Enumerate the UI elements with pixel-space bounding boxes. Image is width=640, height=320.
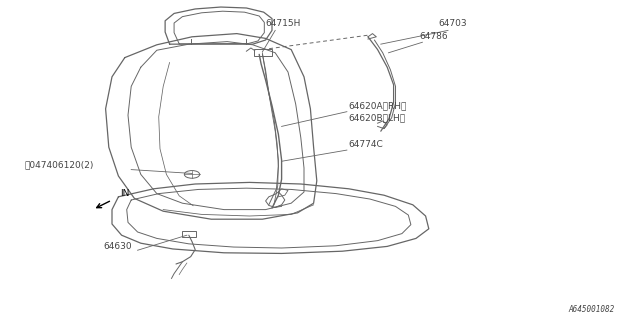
Text: 64630: 64630 [104,242,132,251]
Text: 64715H: 64715H [266,19,301,28]
Text: IN: IN [120,189,130,198]
Text: 64786: 64786 [419,32,448,41]
Text: 64620B〈LH〉: 64620B〈LH〉 [349,113,406,122]
Text: 64620A〈RH〉: 64620A〈RH〉 [349,101,407,110]
Text: A645001082: A645001082 [568,305,614,314]
Text: 64774C: 64774C [349,140,383,149]
Text: Ⓢ047406120(2): Ⓢ047406120(2) [24,160,93,169]
Text: 64703: 64703 [438,19,467,28]
